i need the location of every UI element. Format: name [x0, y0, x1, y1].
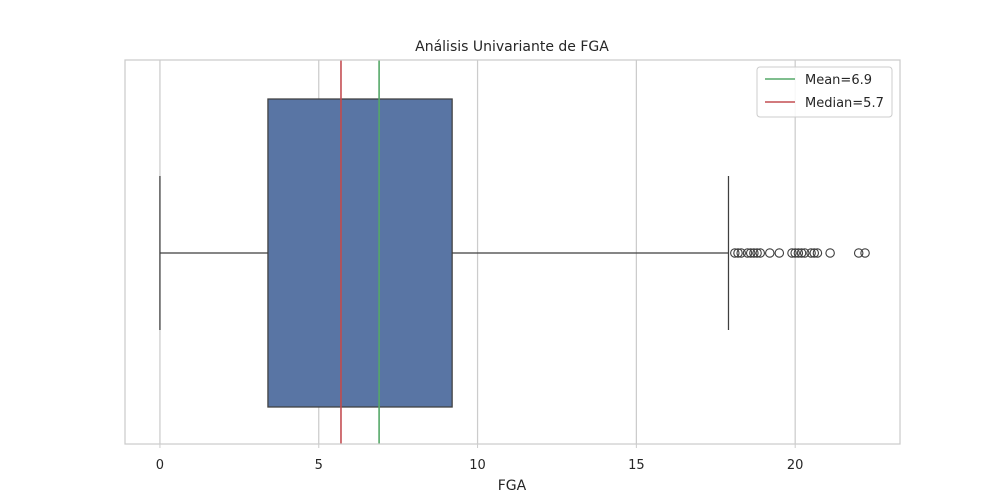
outlier-point — [736, 248, 746, 258]
outlier-point — [853, 248, 864, 258]
outlier-point — [755, 248, 765, 258]
legend-label: Mean=6.9 — [805, 73, 872, 88]
outlier-point — [742, 248, 753, 258]
iqr-box — [267, 98, 453, 408]
outlier-point — [774, 248, 785, 258]
outlier-point — [812, 248, 823, 258]
outlier-point — [745, 248, 756, 258]
x-tick-label: 0 — [156, 458, 164, 473]
outlier-point — [730, 248, 740, 258]
outlier-point — [790, 248, 800, 258]
x-tick-label: 20 — [787, 458, 804, 473]
outlier-point — [799, 248, 810, 258]
outlier-point — [765, 248, 775, 258]
outlier-point — [860, 248, 870, 258]
outlier-point — [733, 248, 743, 258]
x-axis-label: FGA — [498, 478, 527, 494]
x-tick-label: 5 — [315, 458, 323, 473]
legend: Mean=6.9 Median=5.7 — [756, 66, 893, 118]
outlier-point — [796, 248, 807, 258]
plot-frame — [124, 59, 901, 445]
outlier-point — [749, 248, 759, 258]
outlier-point — [787, 248, 797, 258]
outlier-point — [793, 248, 804, 258]
legend-label: Median=5.7 — [805, 96, 884, 111]
outlier-point — [806, 248, 816, 258]
x-tick-label: 10 — [469, 458, 486, 473]
outlier-point — [825, 248, 835, 258]
x-tick-label: 15 — [628, 458, 645, 473]
outlier-point — [809, 248, 819, 258]
outlier-point — [752, 248, 762, 258]
chart-title: Análisis Univariante de FGA — [415, 39, 609, 55]
